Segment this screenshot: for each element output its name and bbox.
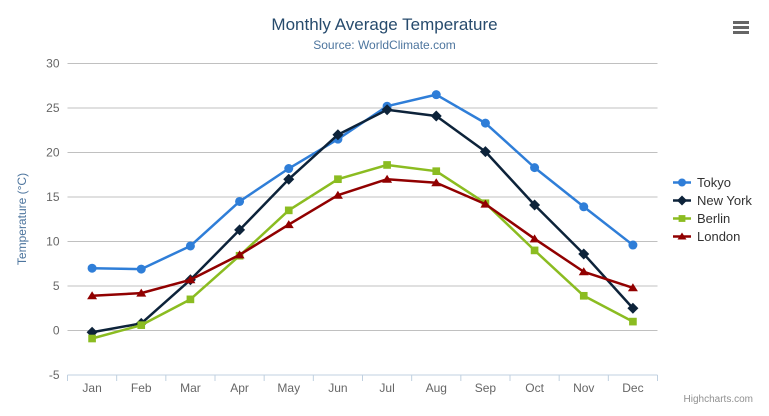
y-axis-label: 15	[46, 190, 60, 204]
legend-item-berlin[interactable]: Berlin	[672, 211, 752, 226]
chart-title: Monthly Average Temperature	[271, 15, 498, 34]
legend-item-new-york[interactable]: New York	[672, 193, 752, 208]
x-axis-label: Aug	[426, 381, 447, 395]
marker-berlin[interactable]	[284, 206, 293, 215]
hamburger-icon	[733, 21, 749, 24]
marker-berlin[interactable]	[579, 291, 588, 300]
y-axis-label: 30	[46, 57, 60, 71]
legend-symbol-marker	[678, 178, 686, 187]
marker-tokyo[interactable]	[87, 263, 97, 273]
diamond-icon	[673, 195, 691, 206]
legend-item-label: Tokyo	[697, 175, 731, 190]
marker-tokyo[interactable]	[136, 264, 146, 274]
marker-tokyo[interactable]	[480, 118, 490, 128]
legend: Tokyo New York Berlin London	[672, 175, 752, 244]
legend-item-tokyo[interactable]: Tokyo	[672, 175, 752, 190]
x-axis-label: May	[277, 381, 300, 395]
marker-berlin[interactable]	[629, 317, 637, 326]
series-line-new-york	[90, 108, 635, 334]
marker-london[interactable]	[136, 288, 147, 297]
x-axis-label: Jul	[379, 381, 394, 395]
legend-symbol-marker	[677, 232, 687, 240]
marker-london[interactable]	[234, 250, 245, 259]
marker-new-york[interactable]	[381, 104, 393, 116]
marker-tokyo[interactable]	[431, 90, 441, 100]
x-axis-label: Feb	[131, 381, 152, 395]
marker-new-york[interactable]	[627, 302, 639, 314]
marker-berlin[interactable]	[432, 167, 441, 176]
export-menu-button[interactable]	[733, 21, 749, 34]
marker-london[interactable]	[332, 190, 343, 199]
credits-link[interactable]: Highcharts.com	[683, 394, 753, 405]
marker-london[interactable]	[185, 275, 196, 284]
marker-new-york[interactable]	[332, 129, 344, 141]
marker-tokyo[interactable]	[530, 163, 540, 173]
chart-subtitle: Source: WorldClimate.com	[313, 38, 456, 52]
marker-berlin[interactable]	[530, 246, 539, 255]
x-axis-label: Oct	[525, 381, 544, 395]
marker-new-york[interactable]	[430, 110, 442, 122]
marker-london[interactable]	[529, 234, 540, 243]
marker-berlin[interactable]	[186, 295, 195, 304]
marker-tokyo[interactable]	[579, 202, 589, 212]
marker-london[interactable]	[431, 178, 442, 187]
marker-berlin[interactable]	[334, 175, 342, 184]
marker-london[interactable]	[382, 174, 393, 183]
x-axis-label: Jan	[82, 381, 101, 395]
y-axis-label: 0	[53, 324, 60, 338]
square-icon	[673, 215, 691, 222]
hamburger-icon	[733, 31, 749, 34]
marker-new-york[interactable]	[234, 224, 246, 236]
marker-berlin[interactable]	[88, 334, 96, 343]
y-axis-label: 5	[53, 279, 60, 293]
x-axis-label: Mar	[180, 381, 201, 395]
circle-icon	[673, 178, 691, 187]
marker-tokyo[interactable]	[628, 240, 638, 250]
legend-item-label: London	[697, 229, 741, 244]
marker-london[interactable]	[480, 199, 491, 208]
series-line-london	[90, 177, 635, 298]
x-axis-label: Jun	[328, 381, 347, 395]
marker-london[interactable]	[578, 267, 589, 276]
triangle-icon	[673, 232, 691, 240]
marker-new-york[interactable]	[283, 173, 295, 185]
marker-new-york[interactable]	[529, 199, 541, 211]
x-axis-label: Apr	[230, 381, 249, 395]
x-axis-label: Sep	[475, 381, 497, 395]
marker-new-york[interactable]	[578, 248, 590, 260]
legend-item-label: Berlin	[697, 211, 731, 226]
x-axis-label: Nov	[573, 381, 594, 395]
y-axis-label: 10	[46, 235, 60, 249]
marker-tokyo[interactable]	[185, 241, 195, 251]
marker-london[interactable]	[627, 283, 638, 292]
hamburger-icon	[733, 26, 749, 29]
legend-symbol-marker	[677, 195, 687, 206]
marker-berlin[interactable]	[137, 321, 146, 329]
marker-tokyo[interactable]	[284, 164, 294, 174]
marker-new-york[interactable]	[479, 146, 491, 158]
legend-item-label: New York	[697, 193, 752, 208]
legend-item-london[interactable]: London	[672, 229, 752, 244]
marker-london[interactable]	[87, 291, 98, 300]
series-line-tokyo	[90, 93, 635, 271]
x-axis-label: Dec	[622, 381, 643, 395]
y-axis-label: -5	[49, 368, 60, 382]
series-line-berlin	[90, 163, 635, 340]
y-axis-label: 20	[46, 146, 60, 160]
y-axis-label: 25	[46, 101, 60, 115]
legend-symbol-marker	[678, 215, 686, 222]
marker-tokyo[interactable]	[235, 196, 245, 206]
marker-london[interactable]	[283, 220, 294, 229]
marker-berlin[interactable]	[383, 161, 391, 169]
